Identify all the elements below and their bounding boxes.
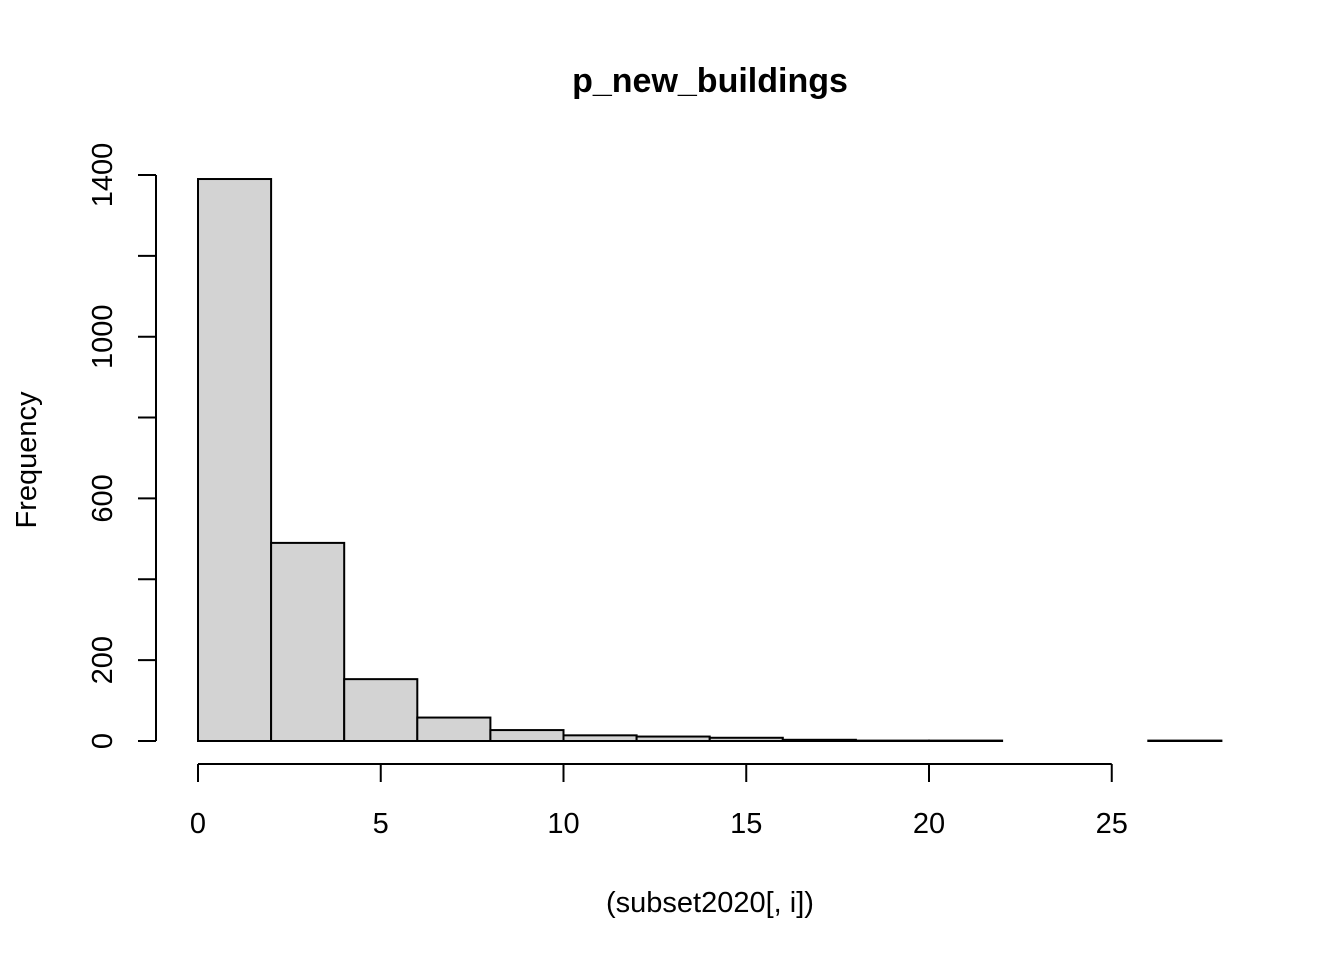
y-tick-label-1400: 1400 [87,143,119,208]
x-axis: 0 5 10 15 20 25 [190,763,1128,840]
bars-group [197,178,1223,743]
histogram-bar-3 [416,716,492,742]
histogram-bar-8 [781,738,857,743]
histogram-bar-1 [270,541,346,742]
x-tick-label-20: 20 [913,808,945,840]
histogram-bar-4 [489,729,565,743]
histogram-bar-0 [197,178,273,742]
y-tick-label-0: 0 [87,733,119,749]
histogram-bar-7 [708,736,784,743]
y-tick-label-200: 200 [87,636,119,684]
chart-title: p_new_buildings [572,62,848,100]
x-tick-label-0: 0 [190,808,206,840]
x-axis-label: (subset2020[, i]) [606,887,814,919]
histogram-bar-2 [343,678,419,742]
histogram-bar-5 [562,734,638,742]
y-tick-label-1000: 1000 [87,304,119,369]
x-tick-label-15: 15 [730,808,762,840]
y-axis-label: Frequency [11,391,43,529]
y-axis: 0 200 600 1000 1400 [87,143,157,749]
x-tick-label-25: 25 [1096,808,1128,840]
y-tick-label-600: 600 [87,474,119,522]
x-tick-label-10: 10 [547,808,579,840]
x-tick-label-5: 5 [373,808,389,840]
histogram-bar-6 [635,735,711,742]
